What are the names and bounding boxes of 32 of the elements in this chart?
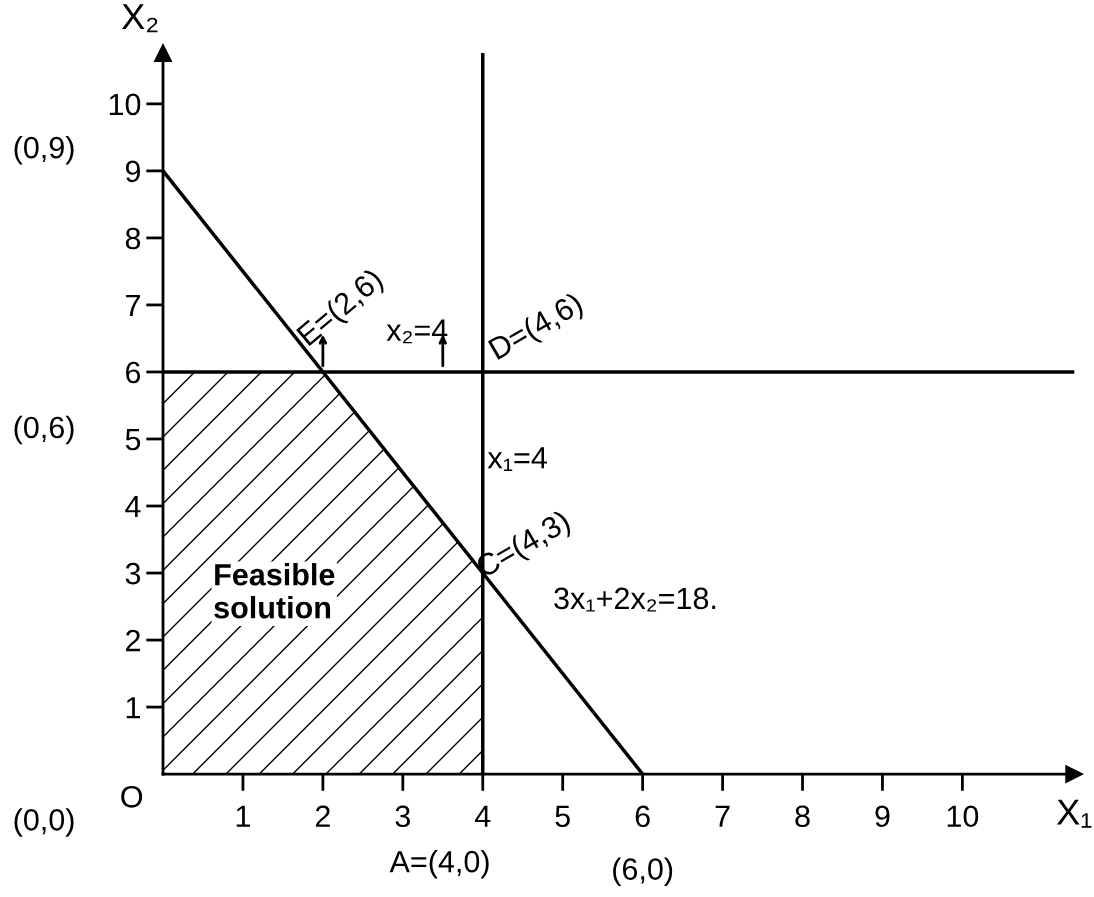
- x-tick-label: 3: [395, 805, 410, 828]
- x-axis-title: X₁: [1056, 799, 1092, 828]
- annotation: (6,0): [613, 857, 673, 886]
- text: (0,6): [14, 415, 74, 445]
- y-tick-label: 5: [125, 429, 141, 451]
- y-axis-title: X₂: [121, 4, 158, 33]
- y-tick-label: 4: [125, 496, 141, 518]
- annotation: x₂=4: [386, 319, 448, 344]
- y-tick-label: 9: [125, 160, 141, 183]
- x-tick-label: 4: [474, 805, 491, 827]
- text: (0,9): [14, 136, 74, 165]
- x-tick-label: 7: [715, 805, 730, 827]
- text: A=(4,0): [389, 850, 489, 879]
- x-tick-label: 6: [635, 805, 650, 828]
- y-tick-label: 7: [126, 294, 140, 317]
- x-tick-label: 5: [555, 805, 570, 828]
- y-tick-label: 10: [109, 93, 141, 116]
- y-tick-label: 6: [126, 361, 141, 384]
- y-tick-label: 8: [125, 227, 141, 250]
- x-tick-label: 9: [875, 805, 890, 828]
- x-tick-label: 1: [236, 805, 250, 827]
- y-tick-label: 3: [125, 562, 141, 585]
- x-tick-label: 2: [315, 805, 330, 827]
- y-tick-label: 2: [126, 629, 140, 652]
- x-tick-label: 10: [947, 805, 979, 828]
- text: (0,0): [14, 808, 74, 837]
- annotation: O: [121, 786, 143, 808]
- x-tick-label: 8: [795, 805, 810, 828]
- y-tick-label: 1: [126, 697, 140, 719]
- annotation: 3x₁+2x₂=18.: [554, 587, 716, 612]
- annotation: x₁=4: [487, 447, 547, 471]
- annotation: Feasible solution: [214, 563, 335, 619]
